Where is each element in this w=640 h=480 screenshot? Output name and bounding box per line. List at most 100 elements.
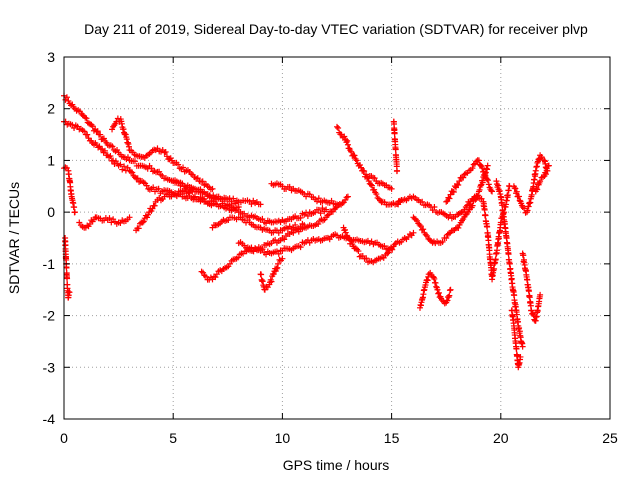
data-point: [334, 123, 340, 130]
data-point: [388, 185, 395, 192]
data-point: [199, 178, 206, 185]
data-point: [173, 192, 180, 199]
data-point: [143, 182, 150, 189]
data-point: [342, 226, 349, 233]
data-point: [479, 165, 486, 172]
data-point: [365, 178, 372, 185]
data-point: [344, 137, 351, 144]
data-point: [126, 214, 133, 221]
data-point: [198, 268, 205, 275]
data-point: [431, 203, 438, 210]
data-point: [492, 256, 499, 263]
data-point: [426, 236, 433, 243]
data-point: [71, 209, 78, 216]
data-point: [368, 182, 375, 189]
data-point: [447, 191, 454, 198]
data-point: [342, 196, 349, 203]
data-point: [431, 275, 438, 282]
data-point: [537, 178, 544, 185]
data-point: [201, 272, 208, 279]
data-point: [325, 211, 332, 218]
data-point: [481, 172, 488, 179]
data-point: [505, 251, 512, 258]
x-tick-label: 15: [384, 430, 400, 446]
data-point: [469, 165, 476, 172]
data-point: [537, 291, 544, 298]
data-point: [209, 185, 216, 192]
data-point: [64, 275, 71, 282]
data-point: [154, 145, 161, 152]
data-point: [344, 141, 351, 148]
data-point: [304, 212, 311, 219]
data-point: [194, 175, 201, 182]
data-point: [334, 201, 340, 208]
data-point: [95, 144, 102, 151]
data-point: [275, 250, 282, 257]
data-point: [446, 195, 453, 202]
y-tick-label: -4: [43, 411, 56, 427]
data-point: [71, 204, 78, 211]
data-point: [189, 188, 196, 195]
data-point: [538, 153, 545, 160]
data-point: [226, 260, 233, 267]
data-point: [161, 149, 168, 156]
data-point: [491, 265, 498, 272]
data-point: [155, 185, 162, 192]
data-point: [119, 166, 126, 173]
data-point: [385, 249, 392, 256]
data-point: [131, 158, 138, 165]
x-tick-label: 0: [60, 430, 68, 446]
data-point: [371, 186, 378, 193]
data-point: [275, 260, 282, 267]
data-point: [419, 198, 426, 205]
data-point: [151, 202, 158, 209]
data-point: [97, 131, 104, 138]
data-point: [516, 193, 522, 200]
data-point: [356, 161, 363, 168]
data-point: [363, 174, 370, 181]
data-point: [200, 269, 207, 276]
data-point: [351, 152, 358, 159]
data-point: [545, 162, 552, 169]
data-point: [190, 194, 197, 201]
data-point: [392, 146, 399, 153]
data-point: [259, 215, 266, 222]
data-point: [447, 211, 454, 218]
data-point: [391, 241, 398, 248]
data-point: [180, 164, 187, 171]
data-point: [143, 214, 150, 221]
y-axis-label: SDTVAR / TECUs: [6, 182, 22, 294]
data-point: [248, 244, 255, 251]
data-point: [389, 246, 396, 253]
data-point: [248, 201, 255, 208]
data-point: [348, 238, 355, 245]
data-point: [488, 187, 495, 194]
y-tick-label: -1: [43, 256, 56, 272]
data-point: [455, 224, 462, 231]
data-point: [317, 210, 324, 217]
data-point: [107, 153, 114, 160]
data-point: [422, 231, 429, 238]
data-point: [163, 153, 170, 160]
data-point: [455, 182, 462, 189]
data-point: [84, 131, 91, 138]
data-point: [117, 161, 124, 168]
data-point: [373, 191, 380, 198]
data-point: [274, 264, 281, 271]
data-point: [519, 343, 526, 350]
data-point: [484, 177, 491, 184]
data-point: [342, 229, 349, 236]
data-point: [63, 94, 70, 101]
data-point: [433, 283, 440, 290]
plot-frame: [63, 56, 611, 420]
data-point: [424, 233, 431, 240]
data-point: [482, 212, 489, 219]
data-point: [475, 157, 482, 164]
data-point: [420, 226, 427, 233]
data-point: [187, 187, 194, 194]
y-tick-label: 1: [47, 152, 55, 168]
data-point: [89, 123, 96, 130]
data-point: [335, 125, 342, 132]
data-point: [109, 143, 116, 150]
data-point: [367, 181, 374, 188]
